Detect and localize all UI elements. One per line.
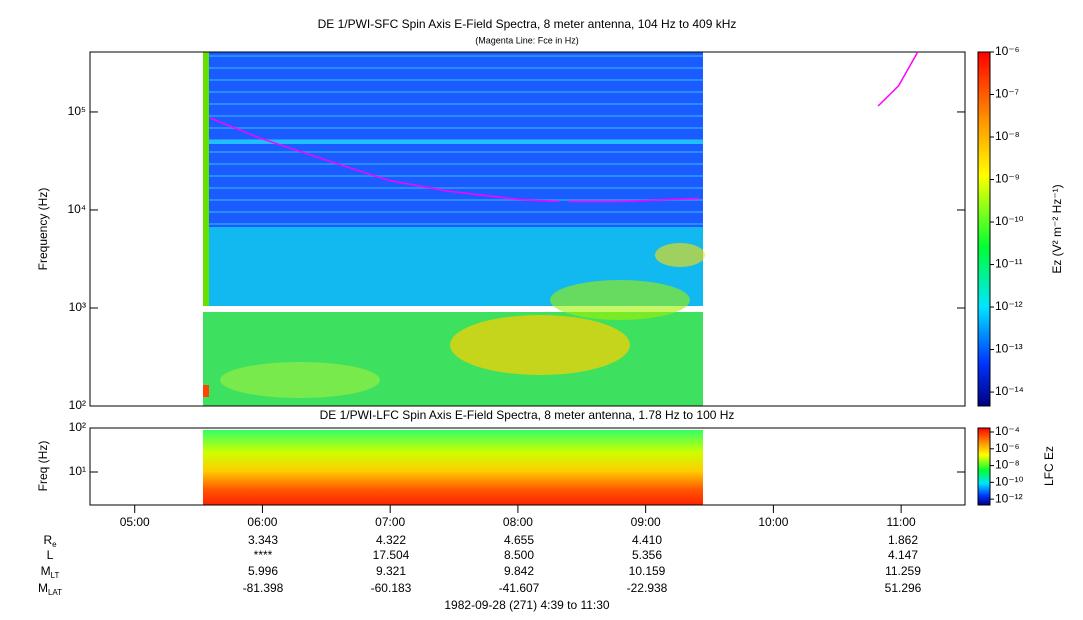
colorbar-tick-label: 10⁻¹² bbox=[995, 491, 1023, 505]
ephemeris-value: 10.159 bbox=[629, 564, 666, 578]
ephemeris-value: 51.296 bbox=[885, 581, 922, 595]
x-tick-label: 08:00 bbox=[503, 515, 533, 529]
ephemeris-label: L bbox=[47, 548, 54, 562]
colorbar-tick-label: 10⁻¹⁴ bbox=[995, 384, 1024, 398]
ephemeris-label-sub: e bbox=[52, 540, 57, 549]
ephemeris-label: MLT bbox=[41, 564, 60, 580]
ephemeris-value: 4.410 bbox=[632, 533, 662, 547]
ephemeris-value: **** bbox=[254, 548, 273, 562]
ephemeris-label-sub: LT bbox=[51, 571, 60, 580]
colorbar-label: LFC Ez bbox=[1042, 446, 1056, 486]
colorbar-tick-label: 10⁻⁹ bbox=[995, 172, 1020, 186]
ephemeris-value: 8.500 bbox=[504, 548, 534, 562]
ephemeris-value: 4.322 bbox=[376, 533, 406, 547]
colorbar-tick-label: 10⁻⁸ bbox=[995, 458, 1020, 472]
plot-frame bbox=[89, 51, 966, 407]
y-tick-label: 10² bbox=[69, 398, 86, 412]
colorbar bbox=[977, 427, 991, 506]
chart-title: DE 1/PWI-LFC Spin Axis E-Field Spectra, … bbox=[320, 408, 735, 422]
ephemeris-value: 9.842 bbox=[504, 564, 534, 578]
ephemeris-label-text: M bbox=[38, 581, 48, 595]
colorbar-tick-label: 10⁻⁸ bbox=[995, 129, 1020, 143]
colorbar-tick-label: 10⁻¹⁰ bbox=[995, 214, 1024, 228]
colorbar-tick-label: 10⁻¹³ bbox=[995, 342, 1023, 356]
colorbar-tick-label: 10⁻⁷ bbox=[995, 87, 1019, 101]
colorbar-tick-label: 10⁻¹⁰ bbox=[995, 475, 1024, 489]
colorbar-tick-label: 10⁻⁶ bbox=[995, 44, 1020, 58]
x-tick-label: 07:00 bbox=[375, 515, 405, 529]
spectrogram-image bbox=[203, 52, 705, 505]
ephemeris-label-text: M bbox=[41, 564, 51, 578]
ephemeris-label-text: R bbox=[43, 533, 52, 547]
ephemeris-label: Re bbox=[43, 533, 57, 549]
ephemeris-value: 9.321 bbox=[376, 564, 406, 578]
colorbar-tick-label: 10⁻¹² bbox=[995, 299, 1023, 313]
ephemeris-value: -81.398 bbox=[243, 581, 284, 595]
colorbar-tick-label: 10⁻⁶ bbox=[995, 441, 1020, 455]
ephemeris-label-sub: LAT bbox=[48, 588, 62, 597]
x-tick-label: 06:00 bbox=[247, 515, 277, 529]
x-tick-label: 05:00 bbox=[120, 515, 150, 529]
ephemeris-value: -22.938 bbox=[627, 581, 668, 595]
ephemeris-value: 5.356 bbox=[632, 548, 662, 562]
y-axis-label: Frequency (Hz) bbox=[36, 188, 50, 271]
x-tick-label: 10:00 bbox=[758, 515, 788, 529]
plot-frame bbox=[89, 427, 966, 506]
y-tick-label: 10¹ bbox=[69, 464, 86, 478]
ephemeris-value: 4.655 bbox=[504, 533, 534, 547]
y-tick-label: 10² bbox=[69, 420, 86, 434]
y-tick-label: 10³ bbox=[69, 300, 86, 314]
fce-line bbox=[209, 51, 919, 203]
colorbar bbox=[977, 51, 991, 407]
colorbar-tick-label: 10⁻¹¹ bbox=[995, 257, 1023, 271]
chart-subtitle: (Magenta Line: Fce in Hz) bbox=[475, 35, 579, 45]
y-tick-label: 10⁵ bbox=[68, 104, 86, 118]
ephemeris-value: 11.259 bbox=[885, 564, 921, 578]
chart-title: DE 1/PWI-SFC Spin Axis E-Field Spectra, … bbox=[318, 17, 737, 31]
x-tick-label: 09:00 bbox=[631, 515, 661, 529]
ephemeris-value: 4.147 bbox=[888, 548, 918, 562]
ephemeris-label: MLAT bbox=[38, 581, 62, 597]
ephemeris-label-text: L bbox=[47, 548, 54, 562]
y-axis-label: Freq (Hz) bbox=[36, 441, 50, 492]
ephemeris-value: -41.607 bbox=[499, 581, 540, 595]
ephemeris-value: 3.343 bbox=[248, 533, 278, 547]
ephemeris-value: 5.996 bbox=[248, 564, 278, 578]
y-tick-label: 10⁴ bbox=[67, 202, 86, 216]
ephemeris-value: -60.183 bbox=[371, 581, 412, 595]
footer: 1982-09-28 (271) 4:39 to 11:30 bbox=[444, 598, 610, 612]
colorbar-label: Ez (V² m⁻² Hz⁻¹) bbox=[1050, 184, 1064, 273]
ephemeris-value: 1.862 bbox=[888, 533, 918, 547]
colorbar-tick-label: 10⁻⁴ bbox=[995, 424, 1020, 438]
ephemeris-value: 17.504 bbox=[373, 548, 410, 562]
x-tick-label: 11:00 bbox=[887, 515, 916, 529]
